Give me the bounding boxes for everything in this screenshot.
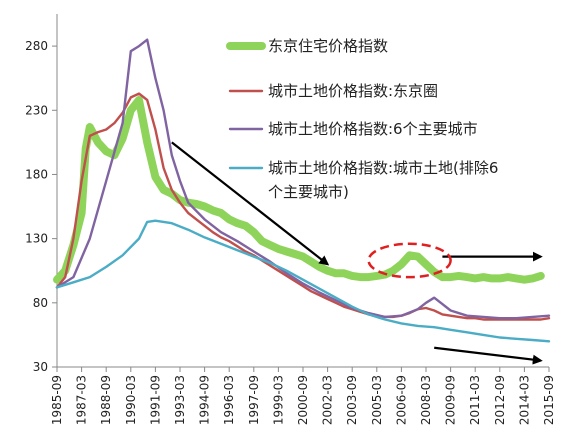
x-tick-label: 1987-03: [75, 375, 89, 425]
x-tick-label: 2008-03: [419, 375, 433, 425]
x-tick-label: 2009-09: [444, 375, 458, 425]
x-tick-label: 2000-09: [296, 375, 310, 425]
y-tick-label: 280: [25, 39, 48, 53]
series-line-2: [55, 92, 551, 321]
x-tick-label: 1985-09: [50, 375, 64, 425]
x-tick-label: 2005-03: [370, 375, 384, 425]
highlight-ellipse: [367, 242, 452, 279]
x-tick-label: 1997-09: [247, 375, 261, 425]
x-tick-label: 1990-03: [124, 375, 138, 425]
legend-label-4: 个主要城市): [268, 183, 349, 201]
y-tick-label: 230: [25, 103, 48, 117]
x-tick-label: 1988-09: [99, 375, 113, 425]
x-tick-label: 2006-09: [394, 375, 408, 425]
series-lines: [53, 38, 551, 343]
series-line-4: [55, 219, 551, 343]
y-tick-label: 130: [25, 232, 48, 246]
trend-arrow-1: [171, 141, 330, 266]
y-tick-label: 180: [25, 167, 48, 181]
x-tick-label: 2014-03: [517, 375, 531, 425]
y-axis-ticks: 30 80 130 180 230 280: [25, 39, 57, 374]
legend-label-4: 城市土地价格指数:城市土地(排除6: [268, 159, 498, 177]
trend-arrow-3: [434, 346, 543, 365]
x-tick-label: 2002-03: [321, 375, 335, 425]
legend-label-2: 城市土地价格指数:东京圈: [268, 82, 438, 100]
legend-label-1: 东京住宅价格指数: [268, 37, 388, 55]
x-tick-label: 1991-09: [148, 375, 162, 425]
y-tick-label: 80: [33, 296, 48, 310]
x-tick-label: 1994-09: [198, 375, 212, 425]
x-tick-label: 1993-03: [173, 375, 187, 425]
chart-legend: 东京住宅价格指数城市土地价格指数:东京圈城市土地价格指数:6个主要城市城市土地价…: [226, 37, 498, 201]
series-line-1: [53, 96, 545, 284]
x-tick-label: 2012-09: [493, 375, 507, 425]
x-tick-label: 1996-03: [222, 375, 236, 425]
series-line-3: [55, 38, 551, 320]
x-tick-label: 2003-09: [345, 375, 359, 425]
y-tick-label: 30: [33, 360, 48, 374]
annotations: [171, 141, 543, 365]
legend-label-3: 城市土地价格指数:6个主要城市: [268, 120, 478, 138]
x-tick-label: 2011-03: [468, 375, 482, 425]
x-tick-label: 1999-03: [271, 375, 285, 425]
x-tick-label: 2015-09: [542, 375, 556, 425]
x-axis-ticks: 1985-09 1987-03 1988-09 1990-03 1991-09 1993-…: [50, 367, 556, 425]
